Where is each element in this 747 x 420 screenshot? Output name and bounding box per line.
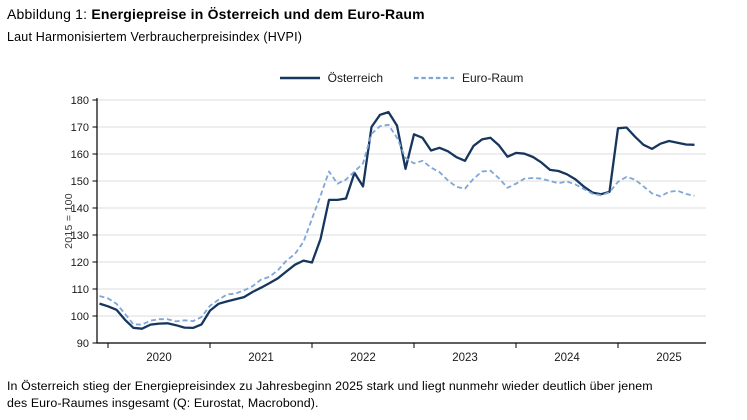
y-tick-label: 120 xyxy=(71,257,89,269)
figure-caption: In Österreich stieg der Energiepreisinde… xyxy=(7,378,653,412)
y-tick-label: 150 xyxy=(71,176,89,188)
x-year-label: 2025 xyxy=(656,352,682,364)
figure-subtitle: Laut Harmonisiertem Verbraucherpreisinde… xyxy=(7,30,303,44)
x-year-label: 2024 xyxy=(554,352,580,364)
y-tick-label: 160 xyxy=(71,149,89,161)
chart-legend: Österreich Euro-Raum xyxy=(97,71,705,85)
legend-item-euro-raum: Euro-Raum xyxy=(413,71,523,85)
y-tick-label: 130 xyxy=(71,230,89,242)
legend-label: Euro-Raum xyxy=(462,71,524,85)
legend-line-dashed-icon xyxy=(414,76,454,80)
figure-title: Abbildung 1: Energiepreise in Österreich… xyxy=(7,6,425,22)
y-tick-label: 90 xyxy=(77,338,89,350)
y-tick-label: 110 xyxy=(71,284,89,296)
y-tick-label: 170 xyxy=(71,122,89,134)
chart-svg: 90 100 110 120 130 140 150 160 170 180 2020 2021 202… xyxy=(71,95,706,364)
figure-title-bold: Energiepreise in Österreich und dem Euro… xyxy=(91,6,425,22)
figure-title-prefix: Abbildung 1: xyxy=(7,6,92,22)
caption-line-1: In Österreich stieg der Energiepreisinde… xyxy=(7,379,653,393)
legend-item-oesterreich: Österreich xyxy=(279,71,383,85)
y-tick-label: 140 xyxy=(71,203,89,215)
x-year-label: 2021 xyxy=(248,352,274,364)
x-year-label: 2020 xyxy=(146,352,172,364)
y-tick-label: 180 xyxy=(71,95,89,107)
x-year-label: 2022 xyxy=(350,352,376,364)
legend-label: Österreich xyxy=(327,71,383,85)
series-line-euro-raum xyxy=(99,123,695,326)
x-year-label: 2023 xyxy=(452,352,478,364)
y-tick-label: 100 xyxy=(71,311,89,323)
legend-line-solid-icon xyxy=(279,76,320,80)
caption-line-2: des Euro-Raumes insgesamt (Q: Eurostat, … xyxy=(7,396,319,410)
series-line--sterreich xyxy=(99,110,695,330)
